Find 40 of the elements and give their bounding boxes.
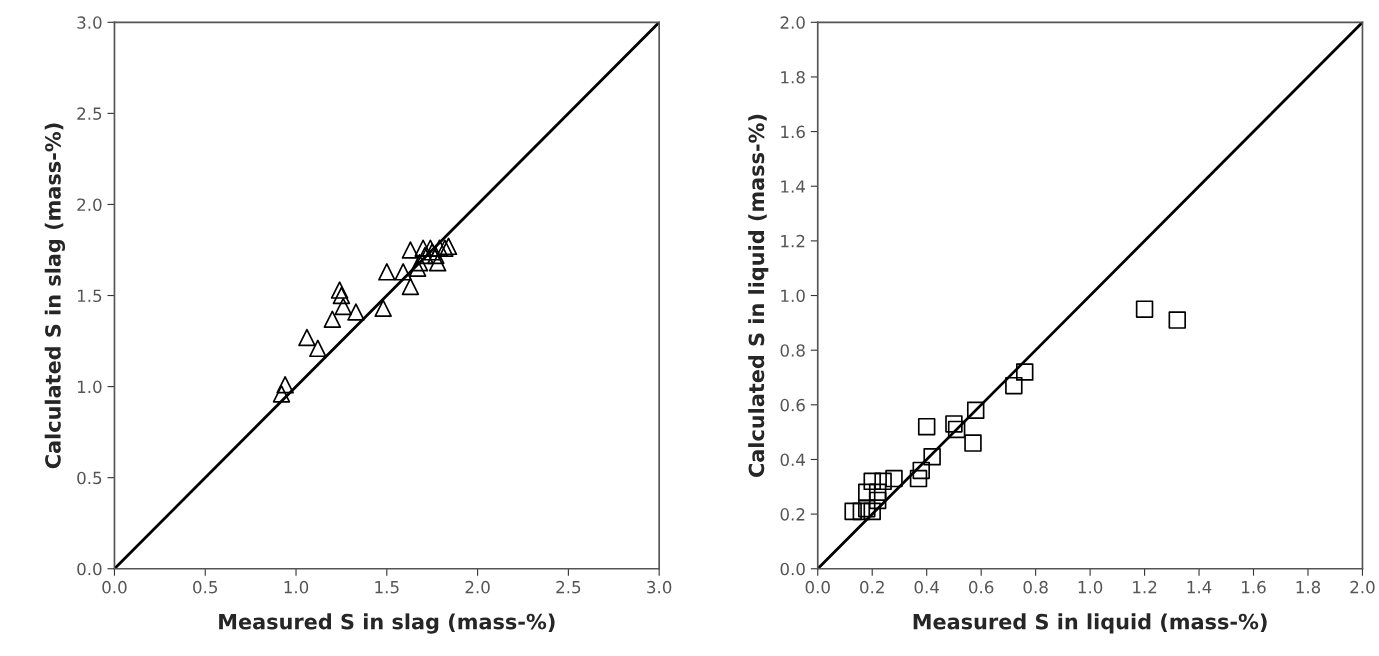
x-tick-label: 2.5 <box>556 580 581 594</box>
y-tick-label: 1.0 <box>77 380 102 394</box>
x-tick-label: 1.2 <box>1133 580 1157 594</box>
y-tick-label: 0.0 <box>77 562 102 576</box>
y-tick-label: 2.0 <box>780 16 805 29</box>
x-tick-label: 3.0 <box>647 580 672 594</box>
x-tick-label: 0.2 <box>860 580 884 594</box>
y-tick-label: 1.4 <box>781 180 806 193</box>
y-tick-label: 1.8 <box>781 70 805 84</box>
x-tick-label: 2.0 <box>1350 580 1375 594</box>
x-tick-label: 0.8 <box>1023 580 1048 594</box>
x-tick-label: 1.0 <box>1078 580 1103 594</box>
y-tick-label: 1.0 <box>781 289 805 303</box>
x-tick-label: 0.5 <box>193 580 218 594</box>
y-tick-label: 2.5 <box>77 107 102 120</box>
x-tick-label: 0.6 <box>969 580 994 594</box>
y-tick-label: 0.0 <box>780 562 805 576</box>
x-tick-label: 1.5 <box>375 581 399 594</box>
y-axis-title: Calculated S in slag (mass-%) <box>44 123 66 469</box>
x-tick-label: 0.0 <box>102 580 127 594</box>
x-axis-title: Measured S in liquid (mass-%) <box>913 613 1267 634</box>
x-tick-label: 0.4 <box>914 580 940 594</box>
x-tick-label: 1.8 <box>1296 580 1321 594</box>
y-tick-label: 1.2 <box>781 234 805 248</box>
y-tick-label: 0.4 <box>780 453 806 467</box>
y-tick-label: 3.0 <box>77 16 102 29</box>
y-tick-label: 0.8 <box>780 344 805 357</box>
y-axis-title: Calculated S in liquid (mass-%) <box>748 114 769 478</box>
x-tick-label: 1.0 <box>284 580 309 594</box>
y-tick-label: 2.0 <box>77 198 102 212</box>
x-tick-label: 0.0 <box>805 580 830 594</box>
y-tick-label: 0.2 <box>780 508 805 521</box>
x-tick-label: 2.0 <box>465 580 490 594</box>
y-tick-label: 0.5 <box>77 471 102 485</box>
y-tick-label: 0.6 <box>780 398 805 412</box>
y-tick-label: 1.6 <box>781 125 805 139</box>
x-tick-label: 1.4 <box>1187 581 1212 594</box>
x-axis-title: Measured S in slag (mass-%) <box>219 613 555 634</box>
y-tick-label: 1.5 <box>77 289 102 303</box>
x-tick-label: 1.6 <box>1242 580 1266 594</box>
